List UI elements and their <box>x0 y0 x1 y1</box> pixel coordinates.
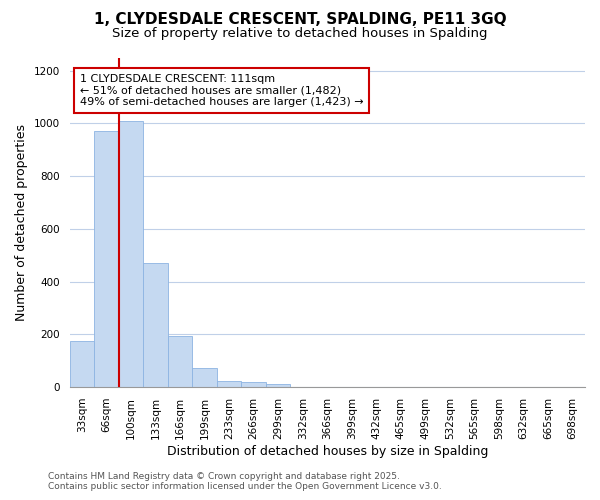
X-axis label: Distribution of detached houses by size in Spalding: Distribution of detached houses by size … <box>167 444 488 458</box>
Bar <box>241 382 266 387</box>
Bar <box>168 336 192 387</box>
Text: Contains HM Land Registry data © Crown copyright and database right 2025.
Contai: Contains HM Land Registry data © Crown c… <box>48 472 442 491</box>
Bar <box>217 380 241 387</box>
Text: Size of property relative to detached houses in Spalding: Size of property relative to detached ho… <box>112 28 488 40</box>
Bar <box>192 368 217 387</box>
Bar <box>119 121 143 387</box>
Bar <box>143 263 168 387</box>
Text: 1 CLYDESDALE CRESCENT: 111sqm
← 51% of detached houses are smaller (1,482)
49% o: 1 CLYDESDALE CRESCENT: 111sqm ← 51% of d… <box>80 74 364 107</box>
Text: 1, CLYDESDALE CRESCENT, SPALDING, PE11 3GQ: 1, CLYDESDALE CRESCENT, SPALDING, PE11 3… <box>94 12 506 28</box>
Bar <box>94 132 119 387</box>
Y-axis label: Number of detached properties: Number of detached properties <box>15 124 28 321</box>
Bar <box>70 341 94 387</box>
Bar <box>266 384 290 387</box>
